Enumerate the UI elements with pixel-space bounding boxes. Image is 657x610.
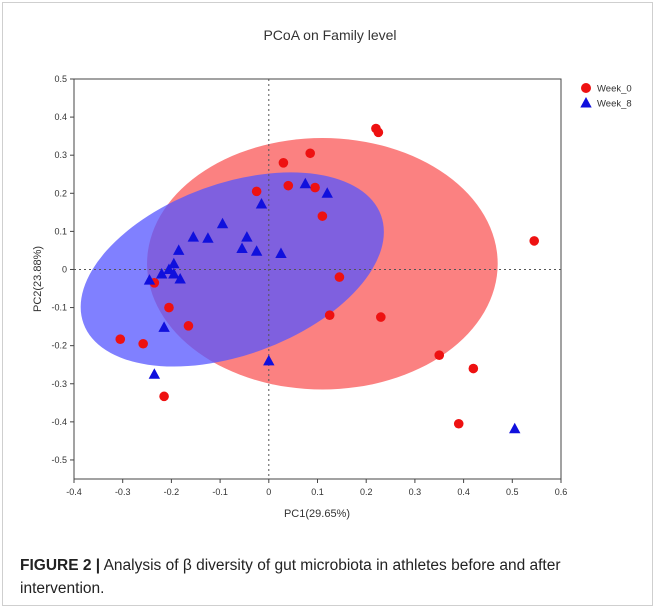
x-tick-label: 0 <box>266 487 271 497</box>
point-week-8 <box>163 263 175 274</box>
y-axis-ticks: 0.5 0.4 0.3 0.2 0.1 0 -0.1 -0.2 -0.3 -0.4 -0.5 <box>51 74 74 465</box>
point-week-0 <box>334 272 345 282</box>
x-tick-label: 0.1 <box>311 487 324 497</box>
point-week-0 <box>373 127 384 138</box>
point-week-0 <box>434 350 445 360</box>
point-week-8 <box>168 268 180 279</box>
point-week-0 <box>283 180 294 191</box>
legend-marker-week-0 <box>581 83 591 93</box>
figure-label: FIGURE 2 | <box>20 557 101 574</box>
y-tick-label: 0.1 <box>54 226 67 236</box>
x-axis-label: PC1(29.65%) <box>284 508 350 520</box>
point-week-8 <box>168 257 180 269</box>
x-tick-label: -0.3 <box>115 487 131 497</box>
point-week-8 <box>187 231 200 242</box>
confidence-ellipses <box>80 138 498 390</box>
x-tick-label: 0.5 <box>506 487 519 497</box>
legend: Week_0 Week_8 <box>580 83 632 110</box>
x-tick-label: 0.4 <box>457 487 470 497</box>
data-points <box>115 123 540 434</box>
point-week-0 <box>324 310 335 320</box>
point-week-0 <box>164 302 174 313</box>
point-week-0 <box>453 418 464 429</box>
y-tick-label: -0.2 <box>51 341 67 351</box>
point-week-8 <box>236 242 248 254</box>
point-week-8 <box>255 197 268 209</box>
x-tick-label: -0.4 <box>66 487 82 497</box>
pcoa-chart: PCoA on Family level -0.4 -0.3 -0.2 -0.1 0 0.… <box>32 27 632 520</box>
y-tick-label: -0.1 <box>51 303 67 313</box>
point-week-8 <box>321 187 333 198</box>
point-week-8 <box>263 354 275 366</box>
point-week-0 <box>529 236 540 246</box>
legend-label-week-0: Week_0 <box>597 84 632 95</box>
y-tick-label: 0 <box>62 264 67 274</box>
point-week-8 <box>202 232 214 243</box>
chart-title: PCoA on Family level <box>263 27 396 43</box>
point-week-8 <box>216 217 229 229</box>
point-week-0 <box>278 158 289 168</box>
point-week-8 <box>158 321 170 332</box>
point-week-8 <box>174 273 186 284</box>
point-week-8 <box>173 244 185 255</box>
x-tick-label: -0.1 <box>212 487 228 497</box>
point-week-8 <box>143 274 156 285</box>
y-tick-label: 0.3 <box>54 150 67 160</box>
x-tick-label: 0.2 <box>360 487 373 497</box>
x-tick-label: -0.2 <box>164 487 180 497</box>
point-week-0 <box>310 182 320 193</box>
y-axis-label: PC2(23.88%) <box>32 246 44 312</box>
point-week-8 <box>148 368 161 379</box>
caption-text: Analysis of β diversity of gut microbiot… <box>20 557 561 597</box>
y-tick-label: -0.5 <box>51 455 67 465</box>
x-tick-label: 0.6 <box>555 487 568 497</box>
point-week-0 <box>376 312 386 322</box>
y-tick-label: 0.4 <box>54 112 67 122</box>
point-week-0 <box>183 321 194 331</box>
point-week-0 <box>159 391 169 402</box>
figure-caption: FIGURE 2 | Analysis of β diversity of gu… <box>20 554 640 600</box>
point-week-8 <box>275 247 287 258</box>
point-week-8 <box>299 177 312 189</box>
point-week-0 <box>317 211 328 221</box>
point-week-0 <box>138 338 148 349</box>
point-week-8 <box>155 268 168 279</box>
y-tick-label: 0.5 <box>54 74 67 84</box>
point-week-0 <box>305 148 315 159</box>
point-week-8 <box>241 231 253 242</box>
x-tick-label: 0.3 <box>409 487 422 497</box>
y-tick-label: 0.2 <box>54 188 67 198</box>
point-week-0 <box>115 334 126 344</box>
point-week-8 <box>250 245 263 256</box>
legend-marker-week-8 <box>580 97 592 108</box>
ellipse-week-8 <box>80 172 384 367</box>
y-tick-label: -0.3 <box>51 379 67 389</box>
point-week-8 <box>509 422 521 434</box>
point-week-0 <box>468 363 479 374</box>
point-week-0 <box>251 186 262 197</box>
y-tick-label: -0.4 <box>51 417 67 427</box>
legend-label-week-8: Week_8 <box>597 99 632 110</box>
x-axis-ticks: -0.4 -0.3 -0.2 -0.1 0 0.1 0.2 0.3 0.4 0.5 0.6 <box>66 479 567 497</box>
